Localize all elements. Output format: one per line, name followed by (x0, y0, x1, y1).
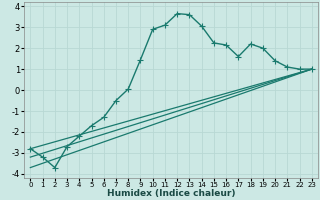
X-axis label: Humidex (Indice chaleur): Humidex (Indice chaleur) (107, 189, 235, 198)
